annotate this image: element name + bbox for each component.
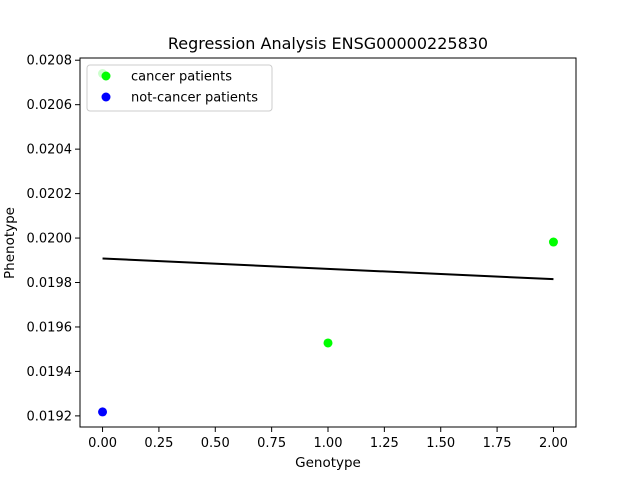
x-tick-label: 1.75: [483, 436, 512, 451]
x-tick-label: 2.00: [539, 436, 568, 451]
regression-line: [102, 257, 554, 281]
legend: cancer patients not-cancer patients: [86, 64, 273, 112]
y-tick-label: 0.0206: [27, 98, 73, 113]
plot-frame: [79, 57, 577, 428]
y-tick-label: 0.0200: [27, 232, 73, 247]
y-tick-label: 0.0208: [27, 54, 73, 69]
y-tick-label: 0.0204: [27, 143, 73, 158]
x-tick-label: 1.00: [314, 436, 343, 451]
legend-marker: [101, 71, 111, 81]
y-tick-label: 0.0196: [27, 320, 73, 335]
not-cancer-data-point: [98, 407, 108, 417]
legend-label: cancer patients: [131, 70, 232, 85]
cancer-data-point: [323, 338, 333, 348]
x-tick-label: 1.25: [370, 436, 399, 451]
legend-box: [86, 64, 273, 112]
x-axis-ticks: 0.00 0.25 0.50 0.75 1.00 1.25 1.50 1.75 2.00: [88, 427, 568, 451]
y-axis-ticks: 0.0192 0.0194 0.0196 0.0198 0.0200 0.0202 0.02…: [27, 54, 80, 424]
y-tick-label: 0.0194: [27, 365, 73, 380]
cancer-data-point: [548, 237, 558, 247]
chart-title: Regression Analysis ENSG00000225830: [168, 34, 488, 53]
x-tick-label: 0.25: [144, 436, 173, 451]
x-tick-label: 0.75: [257, 436, 286, 451]
x-tick-label: 0.50: [201, 436, 230, 451]
x-axis-label: Genotype: [295, 455, 361, 471]
x-tick-label: 0.00: [88, 436, 117, 451]
y-tick-label: 0.0198: [27, 276, 73, 291]
legend-label: not-cancer patients: [131, 91, 258, 106]
y-tick-label: 0.0202: [27, 187, 73, 202]
x-tick-label: 1.50: [426, 436, 455, 451]
y-tick-label: 0.0192: [27, 409, 73, 424]
y-axis-label: Phenotype: [2, 207, 18, 279]
legend-marker: [101, 92, 111, 102]
